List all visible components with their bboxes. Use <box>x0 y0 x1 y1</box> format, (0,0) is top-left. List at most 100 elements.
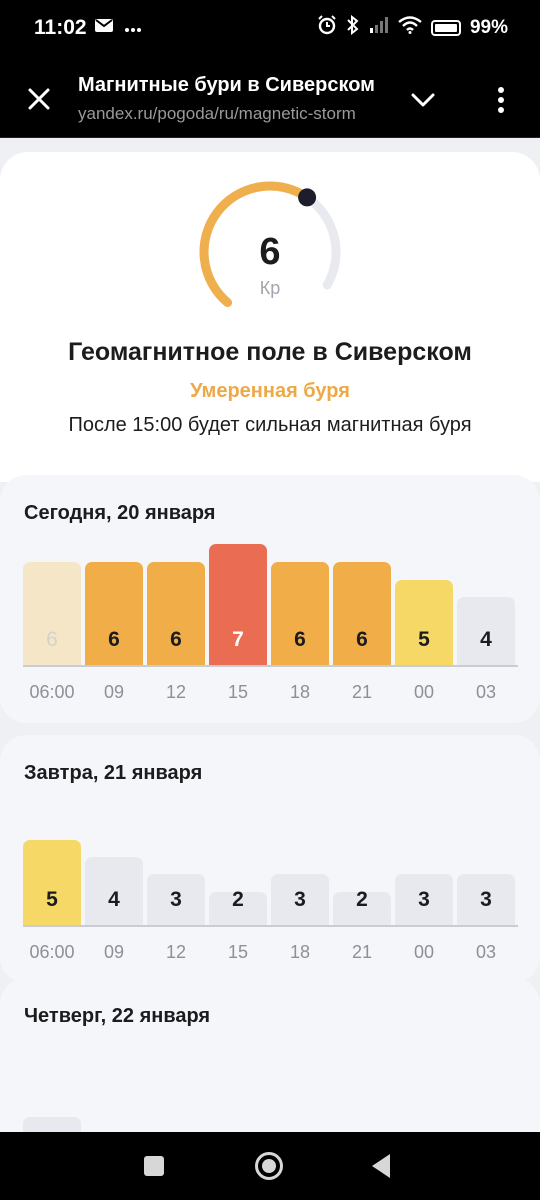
recents-button[interactable] <box>144 1156 164 1176</box>
kp-bar-value: 6 <box>108 628 120 651</box>
chart-baseline <box>23 665 518 667</box>
wifi-icon <box>398 16 422 39</box>
kp-gauge: 6 Кр <box>190 174 350 314</box>
hour-label: 12 <box>165 942 187 962</box>
kp-bar: 5 <box>23 840 81 926</box>
kp-bar: 3 <box>23 1117 81 1132</box>
kp-bars: 5 4 3 2 3 2 3 3 <box>23 795 518 926</box>
hour-label: 00 <box>413 682 435 702</box>
home-button[interactable] <box>255 1152 283 1180</box>
close-icon <box>28 88 50 110</box>
more-vertical-icon <box>498 87 504 113</box>
email-icon <box>94 17 114 38</box>
page-content[interactable]: 6 Кр Геомагнитное поле в Сиверском Умере… <box>0 138 540 1132</box>
kp-bar-value: 3 <box>418 888 430 911</box>
battery-icon <box>430 19 461 36</box>
kp-bar: 6 <box>23 562 81 666</box>
hour-label: 21 <box>351 942 373 962</box>
kp-value: 6 <box>259 231 281 273</box>
kp-bar-value: 3 <box>294 888 306 911</box>
hour-label: 18 <box>289 942 311 962</box>
field-title: Геомагнитное поле в Сиверском <box>68 338 472 366</box>
kp-bar-value: 2 <box>232 888 244 911</box>
menu-button[interactable] <box>486 82 516 118</box>
kp-bar: 6 <box>147 562 205 666</box>
kp-bar-value: 5 <box>418 628 430 651</box>
hour-labels: 06:00 09 12 15 18 21 00 03 <box>23 682 518 704</box>
status-bar: 11:02 99% <box>0 0 540 58</box>
kp-bar: 5 <box>395 580 453 666</box>
signal-icon <box>369 16 389 39</box>
day-card-today: Сегодня, 20 января 6 6 6 7 6 6 5 4 06:00 09 12 15 1… <box>0 475 540 723</box>
hour-label: 18 <box>289 682 311 702</box>
kp-bar: 3 <box>457 874 515 926</box>
hour-label: 09 <box>103 682 125 702</box>
day-card-thursday: Четверг, 22 января 3222222– 06:000912151… <box>0 978 540 1132</box>
kp-bar: 2 <box>333 888 391 926</box>
summary-card: 6 Кр Геомагнитное поле в Сиверском Умере… <box>0 152 540 482</box>
kp-bar-value: 3 <box>170 888 182 911</box>
kp-bar-value: – <box>480 1131 492 1132</box>
hour-label: 12 <box>165 682 187 702</box>
chart-baseline <box>23 925 518 927</box>
kp-bar: 6 <box>333 562 391 666</box>
kp-bar-value: 4 <box>480 628 492 651</box>
kp-bar-value: 2 <box>294 1131 306 1132</box>
kp-bar: 3 <box>271 874 329 926</box>
page-url[interactable]: yandex.ru/pogoda/ru/magnetic-storm <box>78 104 356 123</box>
chevron-down-icon <box>411 93 435 107</box>
kp-bar: 4 <box>457 597 515 666</box>
kp-unit: Кр <box>259 278 281 298</box>
kp-bar: 3 <box>395 874 453 926</box>
day-title: Завтра, 21 января <box>24 762 203 784</box>
kp-bar-value: 2 <box>418 1131 430 1132</box>
close-button[interactable] <box>22 82 56 116</box>
status-time: 11:02 <box>34 16 87 39</box>
kp-bar-value: 3 <box>46 1131 58 1132</box>
hour-label: 06:00 <box>29 682 75 702</box>
kp-bar-value: 6 <box>294 628 306 651</box>
gauge-arc <box>199 181 341 308</box>
kp-bar-value: 7 <box>232 628 244 651</box>
page-title: Магнитные бури в Сиверском <box>78 74 375 96</box>
kp-bar-value: 2 <box>170 1131 182 1132</box>
hour-label: 09 <box>103 942 125 962</box>
kp-bar-value: 2 <box>232 1131 244 1132</box>
hour-label: 03 <box>475 942 497 962</box>
hour-label: 03 <box>475 682 497 702</box>
kp-bar-value: 2 <box>356 1131 368 1132</box>
bluetooth-icon <box>346 14 360 40</box>
alarm-icon <box>317 15 337 40</box>
kp-bar-value: 4 <box>108 888 120 911</box>
back-button[interactable] <box>372 1154 390 1178</box>
battery-percent: 99% <box>469 16 508 38</box>
kp-bar: 7 <box>209 544 267 666</box>
kp-bar-value: 6 <box>356 628 368 651</box>
expand-button[interactable] <box>405 82 441 118</box>
kp-bars: 3 2 2 2 2 2 2 – <box>23 1038 518 1132</box>
storm-note: После 15:00 будет сильная магнитная буря <box>68 414 472 436</box>
kp-bar-value: 3 <box>480 888 492 911</box>
day-title: Сегодня, 20 января <box>24 502 216 524</box>
hour-label: 15 <box>227 942 249 962</box>
kp-bar: 4 <box>85 857 143 926</box>
day-title: Четверг, 22 января <box>24 1005 211 1027</box>
hour-label: 15 <box>227 682 249 702</box>
kp-bar-value: 6 <box>46 628 58 651</box>
hour-label: 06:00 <box>29 942 75 962</box>
kp-bar: 3 <box>147 874 205 926</box>
day-card-tomorrow: Завтра, 21 января 5 4 3 2 3 2 3 3 06:00 09 12 15 18… <box>0 735 540 983</box>
system-nav-bar <box>0 1132 540 1200</box>
browser-header: Магнитные бури в Сиверском yandex.ru/pog… <box>0 58 540 138</box>
kp-bar: 6 <box>271 562 329 666</box>
kp-bar-value: 6 <box>170 628 182 651</box>
hour-labels: 06:00 09 12 15 18 21 00 03 <box>23 942 518 964</box>
hour-label: 00 <box>413 942 435 962</box>
more-icon <box>124 17 142 38</box>
kp-bar: 6 <box>85 562 143 666</box>
gauge-knob <box>298 188 317 207</box>
kp-bar-value: 2 <box>356 888 368 911</box>
kp-bars: 6 6 6 7 6 6 5 4 <box>23 535 518 666</box>
hour-label: 21 <box>351 682 373 702</box>
storm-level: Умеренная буря <box>190 380 350 402</box>
